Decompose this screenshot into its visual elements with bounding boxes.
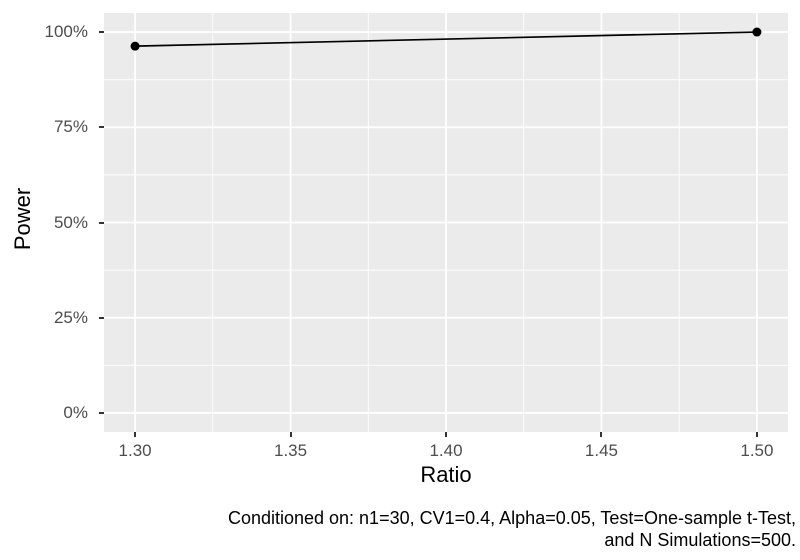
x-axis-title: Ratio xyxy=(420,462,472,487)
y-tick-mark xyxy=(99,31,104,34)
y-tick-label: 50% xyxy=(53,212,88,232)
plot-caption: Conditioned on: n1=30, CV1=0.4, Alpha=0.… xyxy=(16,507,796,551)
y-tick-mark xyxy=(99,126,104,129)
y-tick-label: 25% xyxy=(53,307,88,327)
power-line xyxy=(135,31,757,47)
data-point xyxy=(130,41,140,51)
y-tick-label: 75% xyxy=(53,117,88,137)
x-tick-mark xyxy=(289,432,292,437)
caption-line-2: and N Simulations=500. xyxy=(604,530,796,550)
x-tick-label: 1.35 xyxy=(273,441,308,460)
x-tick-mark xyxy=(600,432,603,437)
x-tick-label: 1.50 xyxy=(740,441,774,460)
x-tick-mark xyxy=(755,432,758,437)
y-tick-mark xyxy=(99,316,104,319)
x-tick-mark xyxy=(134,432,137,437)
y-tick-mark xyxy=(99,221,104,224)
x-tick-label: 1.30 xyxy=(118,441,152,460)
y-tick-label: 0% xyxy=(63,402,88,422)
x-tick-mark xyxy=(445,432,447,437)
x-tick-label: 1.40 xyxy=(429,441,463,460)
plot-canvas xyxy=(104,13,788,432)
y-tick-label: 100% xyxy=(44,22,88,42)
x-tick-label: 1.45 xyxy=(584,441,618,460)
y-tick-mark xyxy=(99,411,104,414)
data-point xyxy=(752,27,762,37)
caption-line-1: Conditioned on: n1=30, CV1=0.4, Alpha=0.… xyxy=(227,508,796,528)
plot-panel xyxy=(104,13,788,432)
